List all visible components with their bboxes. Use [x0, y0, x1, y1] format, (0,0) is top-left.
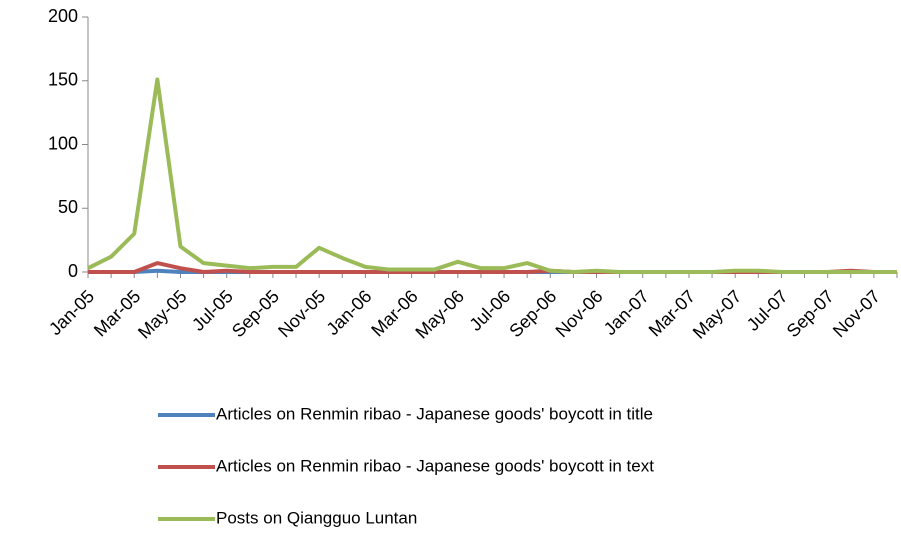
x-tick-label: Sep-06 [505, 286, 560, 341]
x-tick-label: Jan-05 [45, 286, 98, 339]
legend-label: Articles on Renmin ribao - Japanese good… [216, 404, 653, 423]
y-tick-label: 50 [58, 197, 78, 217]
y-tick-label: 0 [68, 261, 78, 281]
x-tick-label: May-07 [689, 286, 746, 343]
x-tick-label: Nov-07 [829, 286, 884, 341]
x-tick-label: Nov-05 [274, 286, 329, 341]
x-tick-label: Jan-07 [600, 286, 653, 339]
legend: Articles on Renmin ribao - Japanese good… [158, 404, 654, 527]
x-tick-label: Mar-07 [645, 286, 699, 340]
y-tick-label: 150 [48, 70, 78, 90]
series-line [87, 77, 897, 274]
x-tick-label: Jan-06 [322, 286, 375, 339]
y-tick-label: 200 [48, 6, 78, 26]
legend-label: Posts on Qiangguo Luntan [216, 508, 417, 527]
x-tick-label: Nov-06 [552, 286, 607, 341]
y-tick-label: 100 [48, 133, 78, 153]
x-tick-label: May-05 [134, 286, 191, 343]
x-tick-label: Mar-05 [90, 286, 144, 340]
x-tick-label: Sep-07 [783, 286, 838, 341]
x-tick-label: Sep-05 [228, 286, 283, 341]
legend-label: Articles on Renmin ribao - Japanese good… [216, 456, 654, 475]
x-tick-label: May-06 [411, 286, 468, 343]
x-tick-label: Mar-06 [367, 286, 421, 340]
